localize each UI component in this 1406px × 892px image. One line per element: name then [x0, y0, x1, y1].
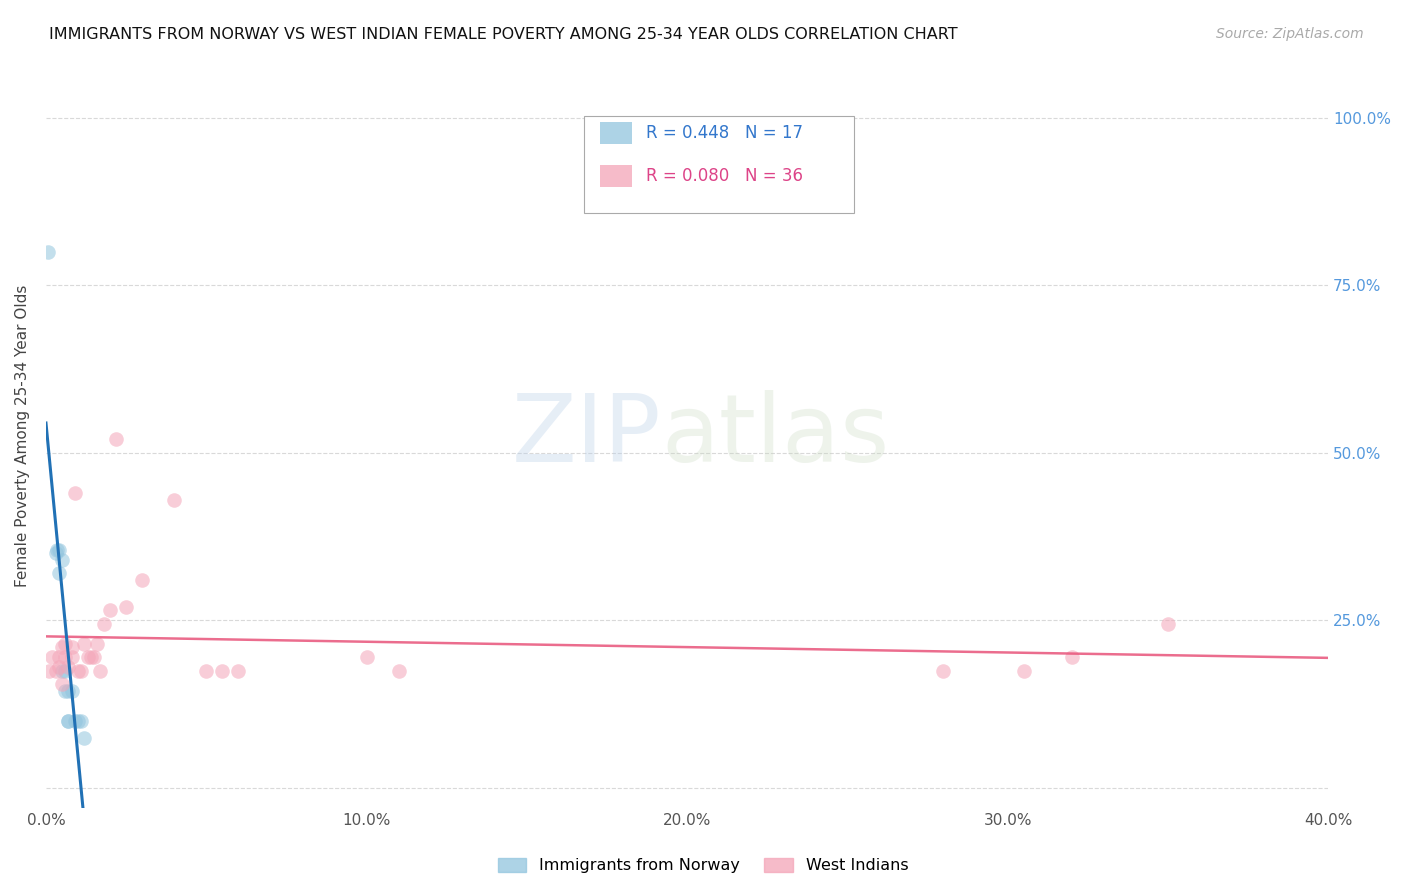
Point	[51, 677, 73, 691]
Point	[1157, 616, 1180, 631]
Point	[53, 664, 76, 678]
Point	[70, 714, 93, 728]
Point	[37, 244, 59, 259]
Text: R = 0.448   N = 17: R = 0.448 N = 17	[645, 124, 803, 142]
Point	[51, 664, 73, 678]
Point	[83, 650, 105, 665]
Point	[66, 714, 89, 728]
Point	[70, 664, 93, 678]
Point	[45, 546, 67, 560]
Point	[46, 543, 69, 558]
Point	[53, 637, 76, 651]
Text: Source: ZipAtlas.com: Source: ZipAtlas.com	[1216, 27, 1364, 41]
Point	[1012, 664, 1035, 678]
Point	[63, 486, 86, 500]
Point	[76, 650, 98, 665]
Point	[51, 640, 73, 655]
Point	[48, 543, 70, 558]
Point	[60, 683, 83, 698]
Point	[195, 664, 218, 678]
Point	[356, 650, 378, 665]
Point	[211, 664, 233, 678]
Point	[53, 683, 76, 698]
Point	[41, 650, 63, 665]
Legend: Immigrants from Norway, West Indians: Immigrants from Norway, West Indians	[491, 851, 915, 880]
Point	[48, 566, 70, 581]
Point	[63, 714, 86, 728]
Point	[932, 664, 955, 678]
Point	[93, 616, 115, 631]
Point	[387, 664, 409, 678]
Point	[60, 640, 83, 655]
Point	[48, 650, 70, 665]
FancyBboxPatch shape	[600, 164, 631, 186]
Point	[98, 603, 121, 617]
FancyBboxPatch shape	[585, 116, 853, 213]
Point	[58, 714, 80, 728]
Point	[105, 433, 128, 447]
Point	[51, 553, 73, 567]
Point	[66, 664, 89, 678]
Point	[58, 660, 80, 674]
Text: atlas: atlas	[661, 390, 890, 482]
Text: IMMIGRANTS FROM NORWAY VS WEST INDIAN FEMALE POVERTY AMONG 25-34 YEAR OLDS CORRE: IMMIGRANTS FROM NORWAY VS WEST INDIAN FE…	[49, 27, 957, 42]
Point	[89, 664, 111, 678]
Text: ZIP: ZIP	[512, 390, 661, 482]
Point	[80, 650, 103, 665]
Point	[38, 664, 60, 678]
Point	[48, 660, 70, 674]
Point	[60, 650, 83, 665]
Point	[163, 492, 186, 507]
Point	[1060, 650, 1083, 665]
Point	[115, 599, 138, 614]
Point	[58, 683, 80, 698]
FancyBboxPatch shape	[600, 122, 631, 145]
Point	[86, 637, 108, 651]
Point	[53, 650, 76, 665]
Point	[73, 637, 96, 651]
Y-axis label: Female Poverty Among 25-34 Year Olds: Female Poverty Among 25-34 Year Olds	[15, 285, 30, 587]
Text: R = 0.080   N = 36: R = 0.080 N = 36	[645, 167, 803, 185]
Point	[58, 714, 80, 728]
Point	[131, 573, 153, 587]
Point	[73, 731, 96, 745]
Point	[226, 664, 249, 678]
Point	[45, 664, 67, 678]
